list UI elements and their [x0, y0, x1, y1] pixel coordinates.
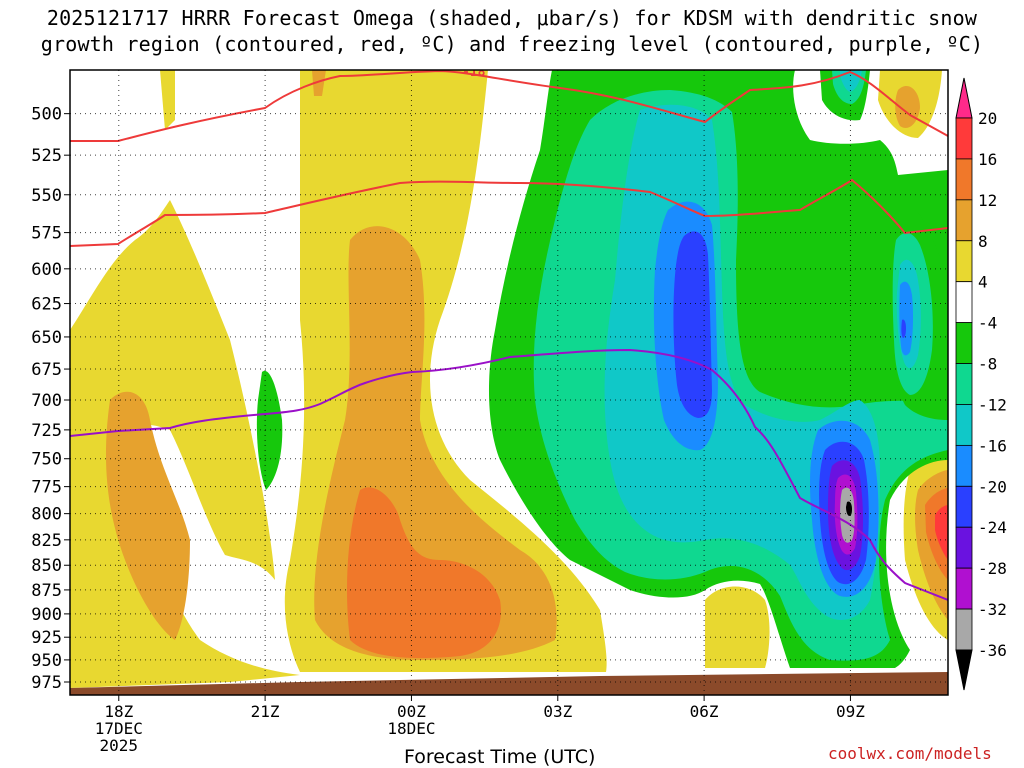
y-tick-label: 825 [31, 531, 62, 551]
shade-neg32-neg36-09z [840, 487, 855, 543]
shade-4-8-upper [160, 70, 175, 130]
x-tick-label: 09Z [836, 702, 865, 721]
shade-12-16-center [347, 487, 501, 659]
colorbar-swatch [955, 322, 973, 364]
colorbar-label: 20 [978, 109, 997, 128]
dgz-contour-label: -18 [462, 65, 486, 80]
x-tick-label: 18Z [104, 702, 133, 721]
shade-neg16-neg20-10z [899, 281, 914, 356]
x-tick-label: 2025 [100, 736, 139, 755]
credit-link[interactable]: coolwx.com/models [828, 744, 992, 763]
shade-4-8-lower-06z [705, 586, 770, 668]
colorbar-label: -28 [978, 559, 1007, 578]
x-tick-label: 00Z [397, 702, 426, 721]
y-tick-label: 525 [31, 146, 62, 166]
colorbar-label: -36 [978, 641, 1007, 660]
colorbar-label: -16 [978, 436, 1007, 455]
y-tick-label: 725 [31, 421, 62, 441]
dgz-contours [70, 70, 948, 247]
y-tick-label: 875 [31, 581, 62, 601]
colorbar: 20 16 12 8 4 -4 -8 -12 -16 -20 -24 -28 -32 -36 [955, 77, 1007, 691]
y-tick-label: 500 [31, 105, 62, 125]
x-tick-label: 03Z [543, 702, 572, 721]
colorbar-label: -8 [978, 355, 997, 374]
negative-omega-shading [256, 70, 948, 668]
colorbar-swatch [955, 444, 973, 487]
chart-title-line1: 2025121717 HRRR Forecast Omega (shaded, … [46, 6, 978, 30]
y-tick-label: 700 [31, 391, 62, 411]
colorbar-swatch [955, 649, 973, 691]
colorbar-label: 8 [978, 232, 988, 251]
y-tick-label: 975 [31, 673, 62, 693]
y-tick-label: 600 [31, 260, 62, 280]
colorbar-swatch [955, 404, 973, 446]
colorbar-label: -20 [978, 477, 1007, 496]
colorbar-swatch [955, 485, 973, 528]
colorbar-swatch [955, 526, 973, 569]
colorbar-label: 16 [978, 150, 997, 169]
colorbar-swatch [955, 281, 973, 324]
x-tick-label: 18DEC [387, 719, 435, 738]
colorbar-label: 4 [978, 273, 988, 292]
y-tick-label: 925 [31, 628, 62, 648]
y-tick-label: 775 [31, 478, 62, 498]
shade-neg20-neg24-10z [901, 319, 906, 338]
shade-8-12-left [105, 391, 190, 640]
colorbar-label: 12 [978, 191, 997, 210]
shade-neg4-neg8-21z [256, 370, 283, 490]
colorbar-swatch [955, 117, 973, 160]
y-tick-label: 550 [31, 186, 62, 206]
colorbar-swatch [955, 240, 973, 283]
x-axis-title: Forecast Time (UTC) [404, 746, 596, 768]
dgz-contour-minus18 [70, 70, 948, 142]
y-tick-label: 800 [31, 505, 62, 525]
x-tick-label: 21Z [251, 702, 280, 721]
plot-frame [69, 69, 949, 696]
shade-16-20-right-edge [935, 505, 948, 560]
y-tick-label: 900 [31, 605, 62, 625]
freezing-level-contour [70, 348, 948, 601]
colorbar-swatch [955, 363, 973, 405]
x-tick-label: 17DEC [95, 719, 143, 738]
y-tick-label: 575 [31, 224, 62, 244]
colorbar-swatch [955, 567, 973, 610]
colorbar-swatch [955, 77, 973, 119]
colorbar-swatch [955, 158, 973, 201]
colorbar-swatch [955, 608, 973, 651]
shade-neg20-neg24-06z [673, 231, 712, 418]
plot-area: -18 [70, 65, 948, 695]
colorbar-label: -4 [978, 314, 997, 333]
y-tick-label: 850 [31, 556, 62, 576]
colorbar-label: -32 [978, 600, 1007, 619]
y-axis: 500 525 550 575 600 625 650 675 700 725 750 775 800 8… [31, 105, 70, 693]
colorbar-swatch [955, 199, 973, 242]
y-tick-label: 650 [31, 328, 62, 348]
x-tick-label: 06Z [690, 702, 719, 721]
y-tick-label: 750 [31, 450, 62, 470]
y-tick-label: 950 [31, 651, 62, 671]
colorbar-label: -24 [978, 518, 1007, 537]
grid-lines [70, 70, 948, 695]
dgz-contour-minus12 [70, 178, 948, 247]
chart-title-line2: growth region (contoured, red, ºC) and f… [40, 32, 984, 56]
y-tick-label: 625 [31, 295, 62, 315]
y-tick-label: 675 [31, 360, 62, 380]
ground-surface [70, 672, 948, 695]
colorbar-label: -12 [978, 395, 1007, 414]
